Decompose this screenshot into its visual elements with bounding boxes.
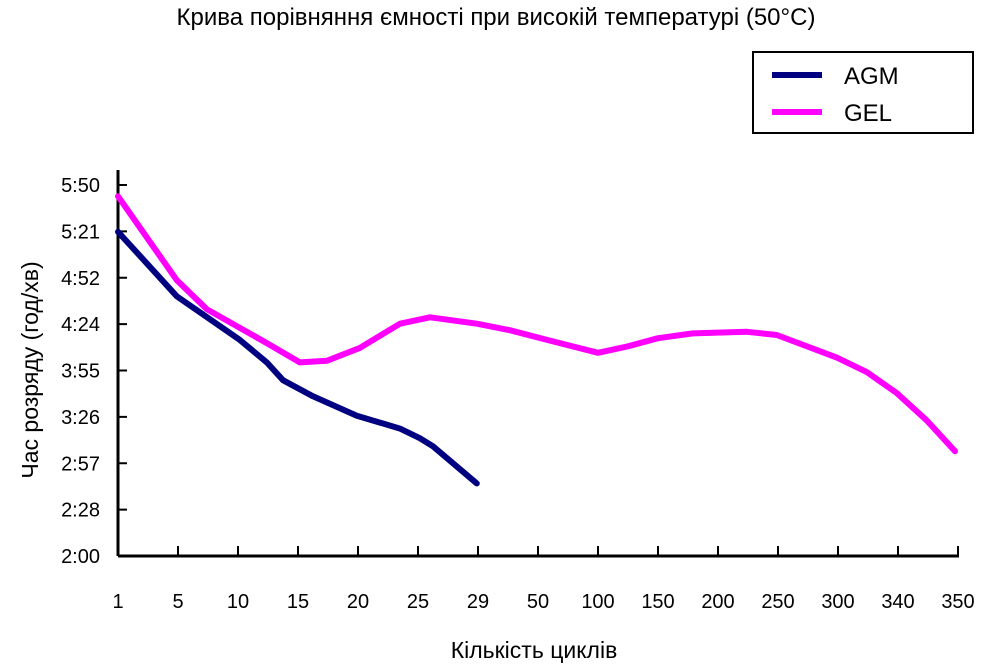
x-tick-label: 50 xyxy=(527,591,549,613)
y-tick-label: 4:52 xyxy=(61,268,100,290)
x-tick-label: 5 xyxy=(172,591,183,613)
y-tick-label: 5:21 xyxy=(61,221,100,243)
y-tick-label: 2:28 xyxy=(61,500,100,522)
x-tick-label: 29 xyxy=(467,591,489,613)
x-tick-label: 250 xyxy=(761,591,794,613)
x-tick-label: 340 xyxy=(881,591,914,613)
legend-label-gel: GEL xyxy=(844,100,892,127)
x-tick-label: 300 xyxy=(821,591,854,613)
x-tick-label: 200 xyxy=(701,591,734,613)
series-line-agm xyxy=(115,228,480,487)
series-lines xyxy=(115,193,958,487)
y-tick-label: 2:00 xyxy=(61,546,100,568)
x-tick-label: 100 xyxy=(581,591,614,613)
y-tick-label: 2:57 xyxy=(61,453,100,475)
chart-title: Крива порівняння ємності при високій тем… xyxy=(176,4,816,31)
x-tick-label: 20 xyxy=(347,591,369,613)
x-tick-label: 1 xyxy=(112,591,123,613)
y-tick-label: 4:24 xyxy=(61,314,100,336)
series-line-gel xyxy=(115,193,958,455)
x-tick-label: 15 xyxy=(287,591,309,613)
x-axis-label: Кількість циклів xyxy=(451,637,618,663)
x-tick-label: 350 xyxy=(941,591,974,613)
x-tick-label: 10 xyxy=(227,591,249,613)
y-tick-label: 3:55 xyxy=(61,361,100,383)
y-tick-label: 3:26 xyxy=(61,407,100,429)
legend-label-agm: AGM xyxy=(844,63,899,90)
y-tick-label: 5:50 xyxy=(61,175,100,197)
legend: AGM GEL xyxy=(752,51,974,134)
axes: 1 5 10 15 20 25 29 50 100 150 200 250 300 340 3502:002… xyxy=(61,170,975,613)
legend-box xyxy=(752,51,974,134)
x-tick-label: 150 xyxy=(641,591,674,613)
x-tick-label: 25 xyxy=(407,591,429,613)
y-axis-label: Час розряду (год/хв) xyxy=(17,261,43,478)
